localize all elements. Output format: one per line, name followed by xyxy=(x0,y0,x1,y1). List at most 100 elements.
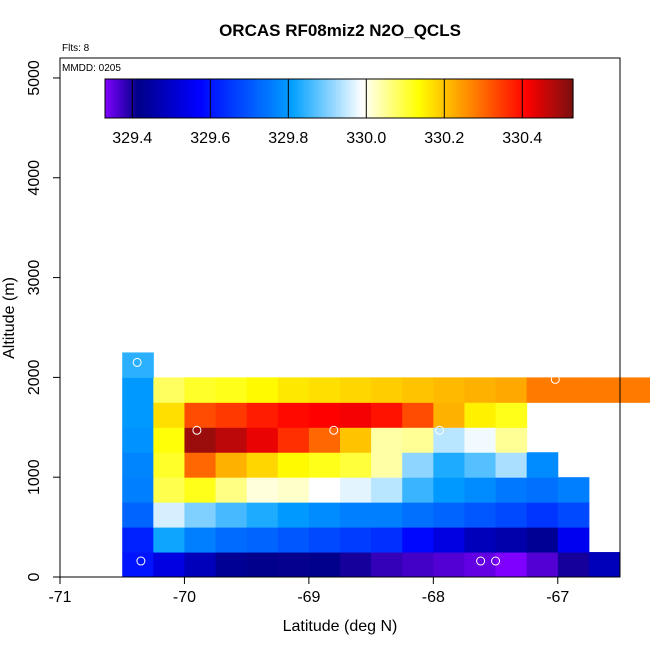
heatmap-cell xyxy=(402,527,434,553)
colorbar-swatch xyxy=(251,79,255,118)
heatmap-cell xyxy=(526,452,559,478)
heatmap-cell xyxy=(215,477,248,503)
heatmap-cell xyxy=(433,502,465,528)
colorbar-swatch xyxy=(239,79,244,118)
colorbar-swatch xyxy=(537,79,542,118)
colorbar-swatch xyxy=(514,79,519,118)
colorbar-swatch xyxy=(224,79,229,118)
colorbar-swatch xyxy=(511,79,516,118)
colorbar-swatch xyxy=(303,79,308,118)
heatmap-cell xyxy=(308,477,341,503)
colorbar-swatch xyxy=(207,79,211,118)
colorbar-swatch xyxy=(461,79,466,118)
heatmap-cell xyxy=(184,527,217,553)
heatmap-cell xyxy=(246,377,279,403)
colorbar-swatch xyxy=(488,79,492,118)
heatmap-cell xyxy=(371,552,403,578)
y-tick-label: 4000 xyxy=(26,160,43,196)
heatmap-cell xyxy=(402,502,434,528)
heatmap-cell xyxy=(122,527,154,553)
colorbar-swatch xyxy=(417,79,422,118)
colorbar-swatch xyxy=(169,79,173,118)
heatmap-cell xyxy=(277,502,310,528)
colorbar-swatch xyxy=(219,79,223,118)
heatmap-cell xyxy=(464,477,497,503)
colorbar-swatch xyxy=(213,79,217,118)
colorbar-swatch xyxy=(423,79,428,118)
heatmap-cell xyxy=(371,377,403,403)
heatmap-cell xyxy=(495,377,528,403)
heatmap-cell xyxy=(153,477,185,503)
heatmap-cell xyxy=(371,527,403,553)
colorbar-swatch xyxy=(450,79,454,118)
colorbar-swatch xyxy=(485,79,489,118)
colorbar-swatch xyxy=(377,79,381,118)
flight-point xyxy=(329,425,339,435)
colorbar-swatch xyxy=(341,79,346,118)
colorbar-swatch xyxy=(148,79,153,118)
heatmap-cell xyxy=(215,402,248,428)
colorbar-swatch xyxy=(356,79,361,118)
heatmap-cell xyxy=(433,427,465,453)
colorbar-swatch xyxy=(178,79,182,118)
heatmap-cell xyxy=(184,552,217,578)
plot-frame xyxy=(59,57,621,578)
colorbar-swatch xyxy=(271,79,276,118)
heatmap-cell xyxy=(277,427,310,453)
colorbar-swatch xyxy=(315,79,320,118)
colorbar-swatch xyxy=(128,79,132,118)
heatmap-cell xyxy=(495,402,528,428)
colorbar-swatch xyxy=(374,79,378,118)
colorbar-swatch xyxy=(280,79,285,118)
colorbar-swatch xyxy=(502,79,507,118)
heatmap-cell xyxy=(371,452,403,478)
heatmap-cell xyxy=(464,452,497,478)
colorbar-swatch xyxy=(344,79,349,118)
colorbar-swatch xyxy=(248,79,252,118)
heatmap-cell xyxy=(277,452,310,478)
heatmap-cell xyxy=(495,427,528,453)
colorbar-swatch xyxy=(567,79,571,118)
heatmap-cell xyxy=(122,477,154,503)
colorbar-swatch xyxy=(327,79,331,118)
colorbar-swatch xyxy=(105,79,109,118)
colorbar-swatch xyxy=(137,79,141,118)
colorbar-swatch xyxy=(163,79,168,118)
colorbar-swatch xyxy=(274,79,279,118)
colorbar-swatch xyxy=(391,79,396,118)
colorbar-swatch xyxy=(350,79,355,118)
heatmap-cell xyxy=(433,527,465,553)
colorbar-swatch xyxy=(482,79,486,118)
colorbar-swatch xyxy=(245,79,249,118)
colorbar-swatch xyxy=(254,79,258,118)
heatmap-cell xyxy=(433,452,465,478)
heatmap-cell xyxy=(122,402,154,428)
flight-points xyxy=(132,357,560,566)
colorbar: 329.4 329.6 329.8 330.0 330.2 330.4 xyxy=(104,78,574,147)
colorbar-swatch xyxy=(183,79,188,118)
colorbar-swatch xyxy=(236,79,241,118)
colorbar-swatch xyxy=(134,79,138,118)
colorbar-swatch xyxy=(529,79,533,118)
heatmap-cell xyxy=(340,502,372,528)
heatmap-cell xyxy=(184,502,217,528)
heatmap-cell xyxy=(153,527,185,553)
heatmap-cell xyxy=(588,377,621,403)
colorbar-swatch xyxy=(216,79,220,118)
heatmap-cell xyxy=(153,377,185,403)
heatmap-cell xyxy=(122,352,154,378)
heatmap-cell xyxy=(308,452,341,478)
colorbar-tick-label: 330.4 xyxy=(502,130,542,147)
heatmap-cell xyxy=(433,402,465,428)
y-tick-label: 1000 xyxy=(26,459,43,495)
colorbar-swatch xyxy=(552,79,557,118)
colorbar-swatch xyxy=(222,79,226,118)
colorbar-swatch xyxy=(321,79,325,118)
heatmap-cell xyxy=(122,427,154,453)
heatmap-cell xyxy=(308,502,341,528)
heatmap-cell xyxy=(308,427,341,453)
heatmap-cell xyxy=(433,552,465,578)
x-tick-label: -70 xyxy=(173,589,196,606)
heatmap-cell xyxy=(215,502,248,528)
heatmap-cell xyxy=(340,527,372,553)
